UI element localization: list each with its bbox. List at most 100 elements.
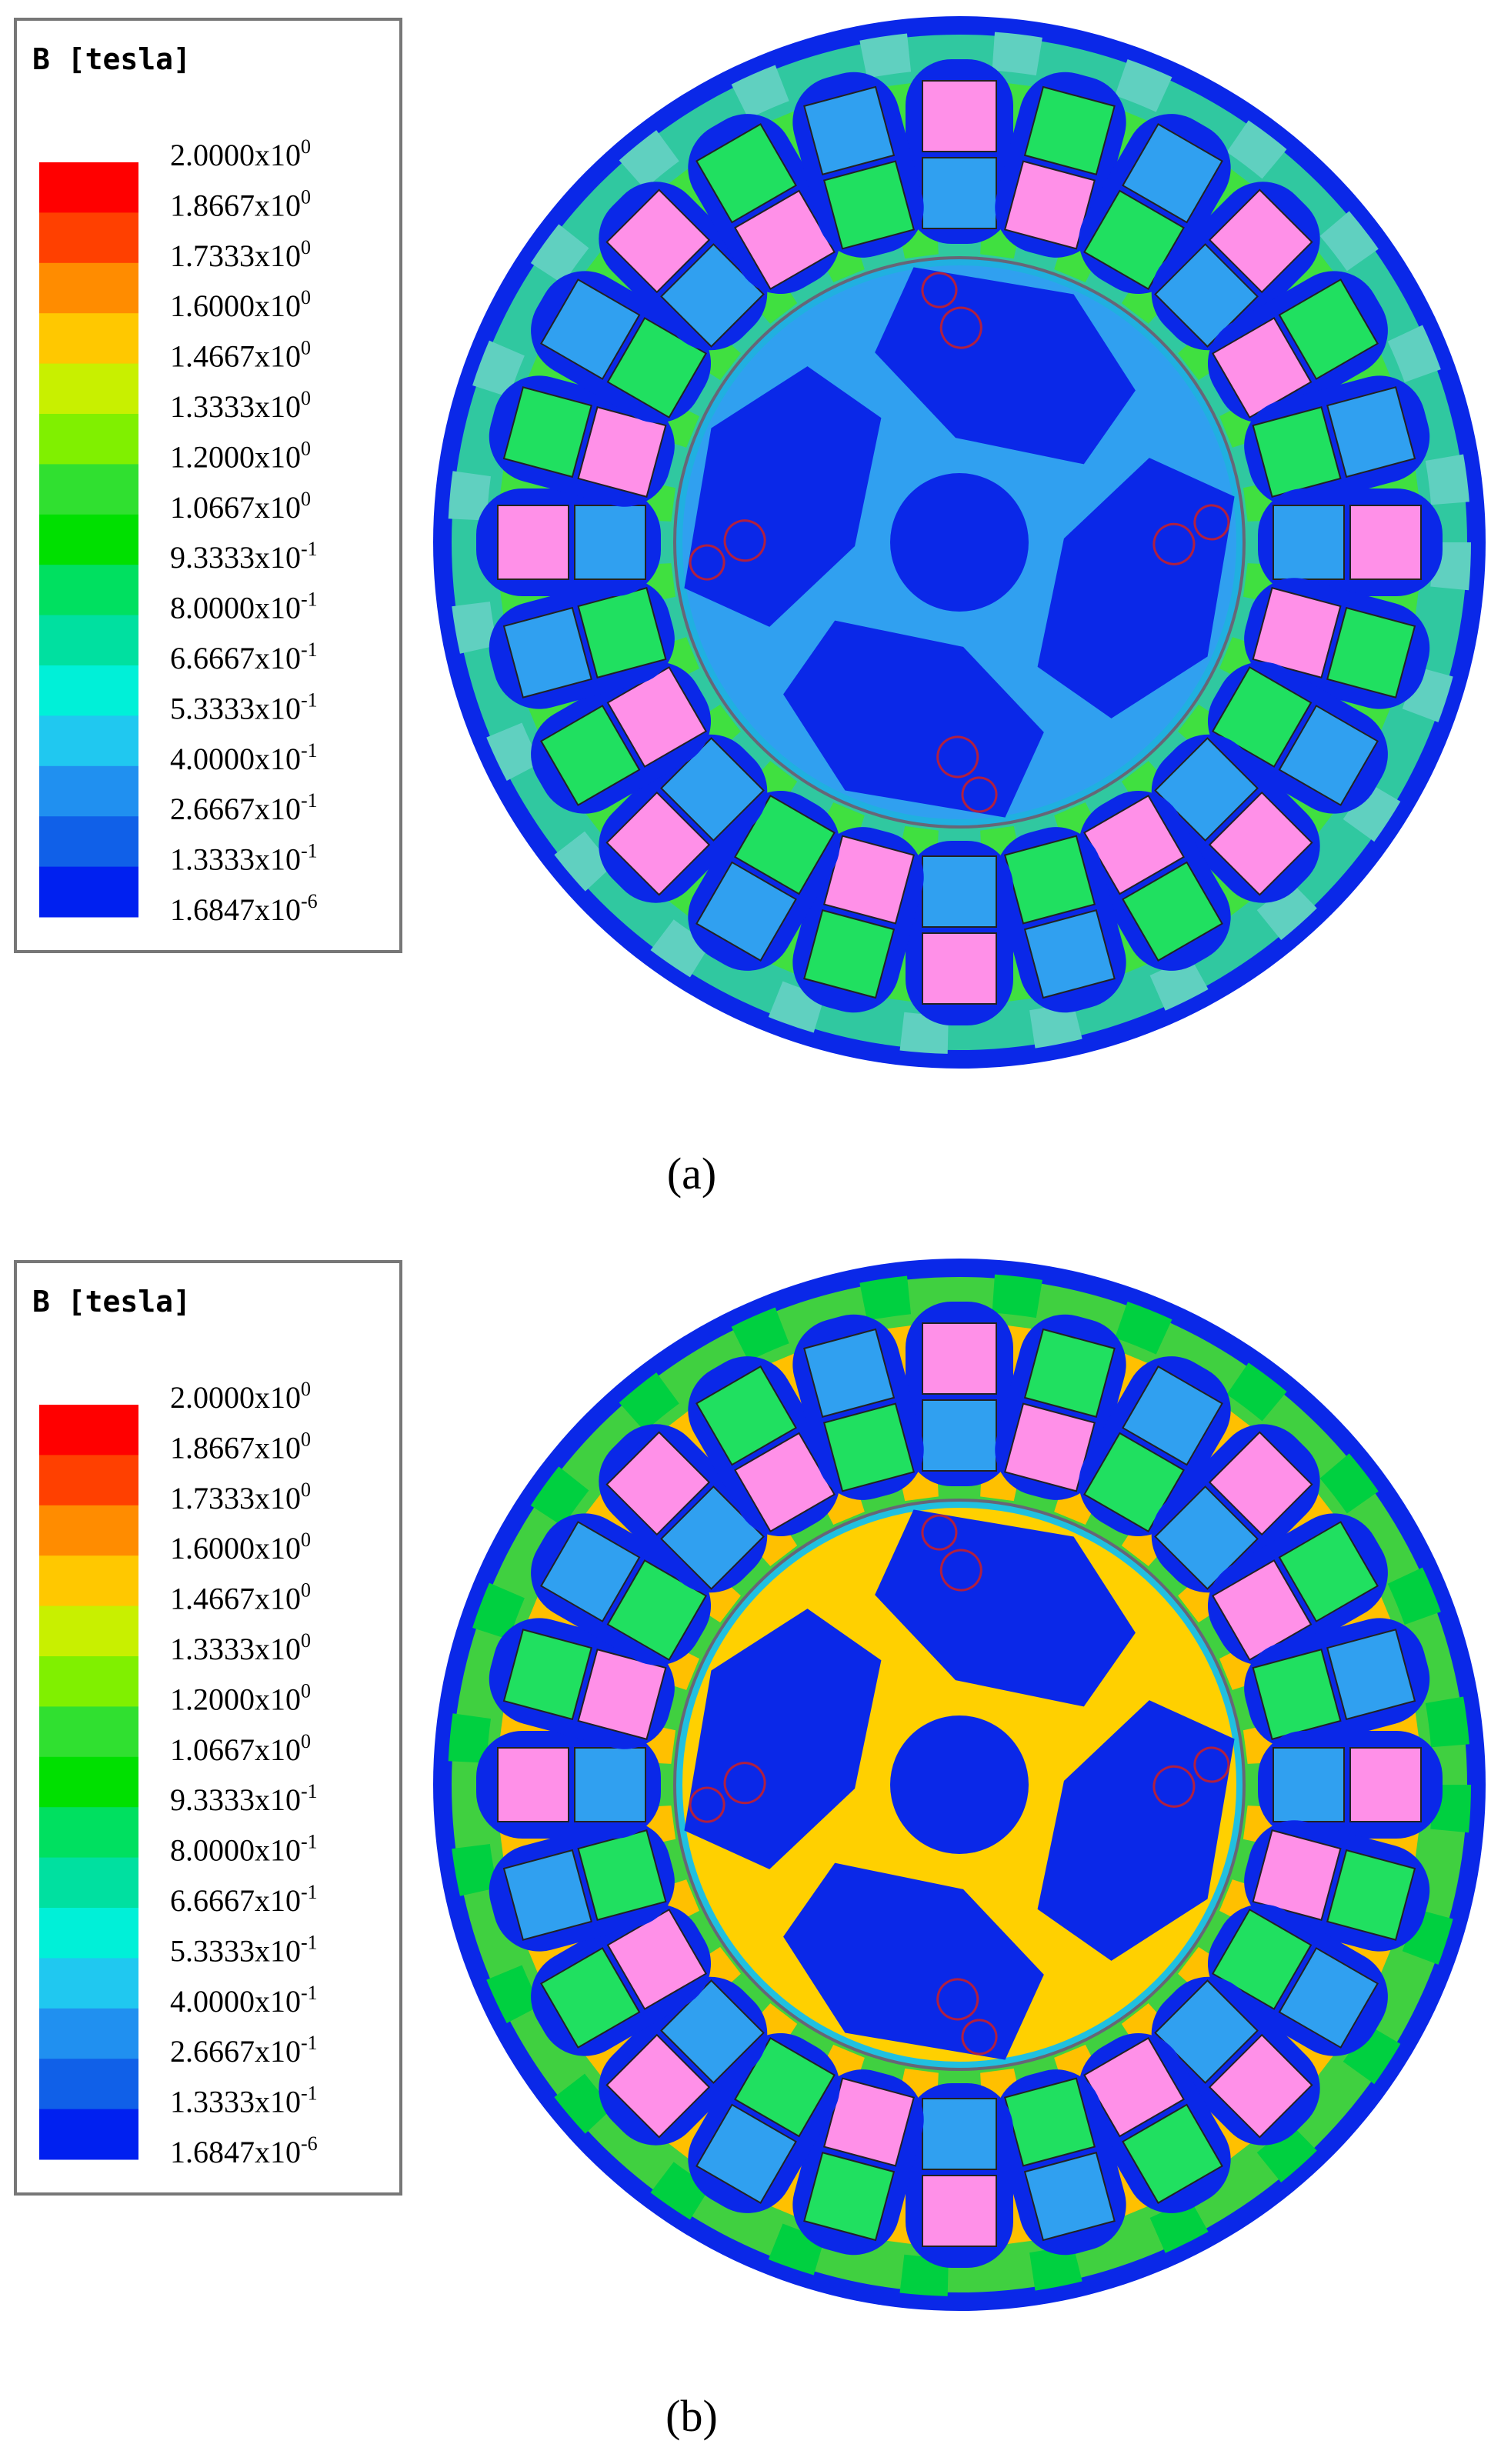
legend-label: 1.2000x100	[170, 437, 311, 474]
panel: B [tesla]2.0000x1001.8667x1001.7333x1001…	[14, 1259, 1486, 2441]
slot	[906, 1302, 1013, 1486]
label-exponent: -1	[301, 1780, 318, 1802]
coil	[660, 243, 765, 348]
hole	[1193, 1746, 1230, 1783]
legend-swatch	[39, 1656, 138, 1707]
coil	[1349, 505, 1422, 580]
coil	[502, 1629, 592, 1721]
label-exponent: 0	[301, 1529, 311, 1551]
slot	[1151, 182, 1320, 351]
coil	[803, 1328, 896, 1418]
label-base: 1.3333x10	[170, 2085, 301, 2119]
legend-swatch	[39, 866, 138, 918]
legend-swatch	[39, 1908, 138, 1959]
legend-swatch	[39, 262, 138, 314]
coil	[502, 386, 592, 478]
magnet	[783, 1862, 1044, 2060]
coil	[540, 1947, 641, 2049]
label-exponent: 0	[301, 1428, 311, 1450]
coil	[1083, 189, 1185, 291]
coil	[1023, 909, 1116, 999]
rotor-pole	[875, 267, 1136, 465]
legend-label: 1.6847x10-6	[170, 890, 318, 927]
slot	[1079, 2032, 1231, 2213]
coil	[1122, 123, 1223, 224]
coil	[1208, 2033, 1313, 2139]
legend-label: 2.6667x10-1	[170, 2032, 318, 2069]
coil	[1278, 1947, 1379, 2049]
coil	[1273, 505, 1345, 580]
coil	[1208, 791, 1313, 896]
rotor-pole	[1037, 458, 1235, 719]
coil	[1023, 1328, 1116, 1418]
coil	[574, 1747, 646, 1822]
slot	[792, 1314, 924, 1500]
legend-title: B [tesla]	[32, 1285, 191, 1319]
label-base: 1.3333x10	[170, 1632, 301, 1666]
label-exponent: 0	[301, 286, 311, 308]
label-exponent: -1	[301, 840, 318, 862]
coil	[1278, 278, 1379, 380]
label-exponent: -1	[301, 2032, 318, 2054]
legend-swatch	[39, 1555, 138, 1607]
label-exponent: 0	[301, 437, 311, 459]
label-base: 1.8667x10	[170, 188, 301, 222]
label-exponent: -6	[301, 890, 318, 912]
coil	[922, 1322, 997, 1395]
legend-swatch	[39, 1505, 138, 1556]
legend-label: 1.6847x10-6	[170, 2132, 318, 2169]
label-base: 1.6000x10	[170, 1531, 301, 1565]
legend-label: 1.3333x100	[170, 387, 311, 424]
label-exponent: -1	[301, 1831, 318, 1853]
coil	[606, 666, 708, 768]
label-base: 2.6667x10	[170, 792, 301, 826]
slot	[1207, 271, 1388, 423]
label-base: 1.2000x10	[170, 439, 301, 474]
coil	[606, 1559, 708, 1661]
label-exponent: 0	[301, 337, 311, 359]
slot	[476, 1731, 661, 1839]
legend-label: 4.0000x10-1	[170, 739, 318, 776]
legend-label: 5.3333x10-1	[170, 1931, 318, 1968]
legend-label: 4.0000x10-1	[170, 1982, 318, 2019]
label-base: 1.0667x10	[170, 490, 301, 525]
label-base: 1.6847x10	[170, 892, 301, 927]
coil	[606, 1909, 708, 2010]
slot	[531, 1904, 712, 2056]
coil	[1252, 1829, 1342, 1921]
slot	[688, 1356, 840, 1537]
legend-swatch	[39, 1958, 138, 2009]
coil	[1326, 386, 1416, 478]
coil	[1326, 606, 1416, 699]
coil	[1273, 1747, 1345, 1822]
legend-swatch	[39, 313, 138, 365]
legend-label: 6.6667x10-1	[170, 1881, 318, 1918]
slot	[1151, 1424, 1320, 1593]
label-base: 8.0000x10	[170, 1833, 301, 1868]
coil	[1154, 1485, 1259, 1590]
legend-swatch	[39, 464, 138, 515]
coil	[1004, 2077, 1096, 2167]
coil	[1023, 2152, 1116, 2242]
label-exponent: 0	[301, 1679, 311, 1702]
legend-swatch	[39, 1455, 138, 1506]
coil	[922, 80, 997, 152]
coil	[1083, 794, 1185, 895]
coil	[540, 1521, 641, 1622]
label-base: 2.0000x10	[170, 138, 301, 172]
shaft	[890, 1715, 1029, 1854]
magnet	[783, 620, 1044, 818]
coil	[1122, 1365, 1223, 1466]
coil	[823, 160, 915, 250]
coil	[1122, 2103, 1223, 2204]
coil	[1326, 1629, 1416, 1721]
label-exponent: 0	[301, 135, 311, 158]
legend-swatch	[39, 414, 138, 465]
slot	[1244, 1618, 1430, 1749]
panel: B [tesla]2.0000x1001.8667x1001.7333x1001…	[14, 16, 1486, 1199]
label-base: 1.4667x10	[170, 339, 301, 374]
slot	[1207, 662, 1388, 814]
coil	[1252, 406, 1342, 498]
coil	[823, 1402, 915, 1492]
coil	[660, 1979, 765, 2084]
